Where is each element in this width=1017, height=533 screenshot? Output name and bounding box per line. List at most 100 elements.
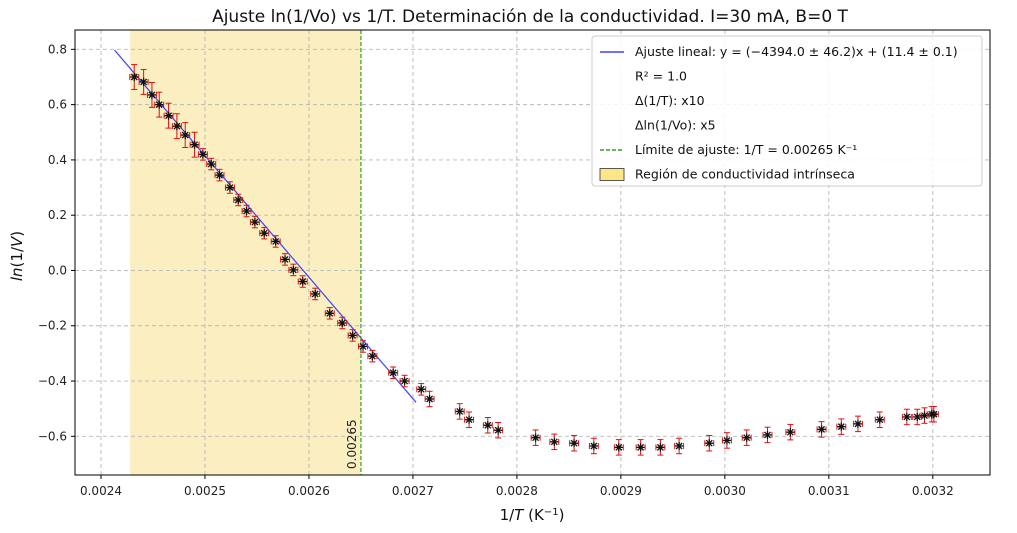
marker-stroke bbox=[251, 218, 259, 226]
data-point bbox=[482, 417, 493, 434]
legend-box bbox=[591, 35, 983, 187]
marker-stroke bbox=[191, 141, 199, 149]
x-tick-label: 0.0027 bbox=[392, 484, 434, 498]
data-point bbox=[704, 434, 715, 452]
y-tick-label: 0.8 bbox=[48, 42, 67, 56]
data-point bbox=[358, 340, 368, 353]
marker-stroke bbox=[550, 438, 558, 446]
marker-stroke bbox=[615, 443, 623, 451]
legend-entry: Límite de ajuste: 1/T = 0.00265 K⁻¹ bbox=[635, 142, 857, 157]
data-point bbox=[214, 168, 225, 182]
data-point bbox=[224, 181, 235, 194]
marker-stroke bbox=[465, 416, 473, 424]
legend-swatch bbox=[599, 168, 625, 181]
y-tick-label: −0.6 bbox=[38, 429, 67, 443]
marker-stroke bbox=[338, 319, 346, 327]
y-tick-label: −0.2 bbox=[38, 319, 67, 333]
x-tick-label: 0.0029 bbox=[600, 484, 642, 498]
marker-stroke bbox=[401, 377, 409, 385]
marker-stroke bbox=[349, 331, 357, 339]
data-point bbox=[912, 408, 923, 426]
data-point bbox=[197, 148, 208, 161]
marker-stroke bbox=[590, 442, 598, 450]
data-point bbox=[233, 193, 244, 207]
intrinsic-region bbox=[130, 30, 361, 475]
x-tick-label: 0.0031 bbox=[808, 484, 850, 498]
marker-stroke bbox=[837, 423, 845, 431]
marker-stroke bbox=[656, 443, 664, 451]
data-point bbox=[154, 91, 165, 118]
legend-entry: Ajuste lineal: y = (−4394.0 ± 46.2)x + (… bbox=[635, 44, 958, 59]
data-point bbox=[388, 366, 399, 379]
y-axis-label: ln(1/V) bbox=[8, 231, 26, 281]
data-point bbox=[928, 405, 939, 423]
data-point bbox=[241, 204, 252, 218]
data-point bbox=[288, 263, 299, 277]
data-point bbox=[741, 429, 752, 446]
marker-stroke bbox=[148, 91, 156, 99]
marker-stroke bbox=[173, 122, 181, 130]
data-point bbox=[454, 403, 465, 420]
marker-stroke bbox=[494, 426, 502, 434]
marker-stroke bbox=[764, 431, 771, 439]
marker-stroke bbox=[818, 425, 826, 433]
marker-stroke bbox=[456, 407, 464, 415]
data-point bbox=[324, 307, 335, 320]
plot-frame bbox=[74, 29, 991, 476]
data-point bbox=[785, 423, 796, 441]
marker-stroke bbox=[426, 395, 434, 403]
data-point bbox=[259, 226, 270, 240]
y-tick-label: 0.2 bbox=[48, 208, 67, 222]
marker-stroke bbox=[903, 413, 911, 421]
data-point bbox=[721, 432, 732, 449]
data-point bbox=[816, 421, 827, 438]
marker-stroke bbox=[165, 112, 173, 120]
marker-stroke bbox=[743, 434, 751, 442]
data-point bbox=[347, 329, 358, 342]
data-point bbox=[464, 411, 475, 428]
legend-entry: Región de conductividad intrínseca bbox=[635, 167, 855, 182]
data-point bbox=[163, 102, 174, 129]
data-point bbox=[171, 113, 182, 140]
x-tick-label: 0.0030 bbox=[704, 484, 746, 498]
data-point bbox=[249, 215, 260, 229]
x-tick-label: 0.0026 bbox=[288, 484, 330, 498]
marker-stroke bbox=[637, 443, 645, 451]
data-point bbox=[399, 374, 410, 388]
x-tick-label: 0.0024 bbox=[80, 484, 122, 498]
marker-stroke bbox=[181, 131, 189, 139]
data-point bbox=[874, 411, 885, 428]
marker-stroke bbox=[226, 184, 234, 192]
marker-stroke bbox=[140, 78, 148, 86]
y-tick-label: −0.4 bbox=[38, 374, 67, 388]
marker-stroke bbox=[130, 73, 138, 81]
data-point bbox=[180, 122, 191, 148]
data-point bbox=[613, 439, 624, 456]
data-point bbox=[189, 131, 200, 158]
data-point bbox=[310, 287, 321, 301]
chart-title: Ajuste ln(1/Vo) vs 1/T. Determinación de… bbox=[212, 7, 848, 27]
marker-stroke bbox=[368, 352, 376, 360]
data-point bbox=[424, 390, 435, 408]
x-tick-label: 0.0025 bbox=[184, 484, 226, 498]
marker-stroke bbox=[272, 237, 280, 245]
fit-limit-annotation: 0.00265 bbox=[345, 419, 359, 469]
marker-stroke bbox=[723, 436, 731, 444]
marker-stroke bbox=[155, 101, 163, 109]
marker-stroke bbox=[417, 385, 425, 393]
data-point bbox=[337, 316, 348, 330]
data-point bbox=[762, 426, 773, 444]
marker-stroke bbox=[532, 434, 540, 442]
marker-stroke bbox=[311, 290, 319, 298]
marker-stroke bbox=[243, 207, 251, 215]
data-point bbox=[655, 439, 666, 456]
data-point bbox=[549, 433, 560, 451]
data-point bbox=[270, 235, 281, 248]
data-point bbox=[901, 408, 912, 426]
x-tick-label: 0.0032 bbox=[912, 484, 954, 498]
marker-stroke bbox=[234, 196, 242, 204]
data-point bbox=[569, 434, 580, 452]
data-point bbox=[852, 415, 863, 433]
marker-stroke bbox=[876, 416, 884, 424]
data-point bbox=[919, 407, 930, 424]
